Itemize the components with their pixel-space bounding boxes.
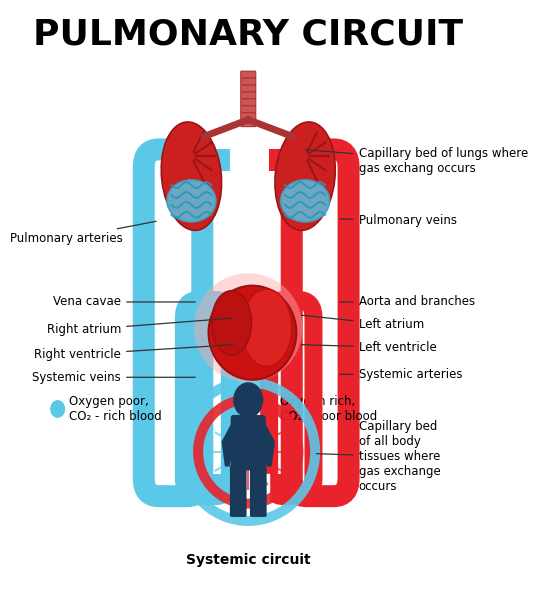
- FancyBboxPatch shape: [241, 92, 256, 99]
- Text: Capillary bed
of all body
tissues where
gas exchange
occurs: Capillary bed of all body tissues where …: [316, 420, 440, 493]
- Text: PULMONARY CIRCUIT: PULMONARY CIRCUIT: [33, 17, 464, 52]
- FancyBboxPatch shape: [241, 113, 256, 119]
- Text: Right atrium: Right atrium: [47, 318, 233, 336]
- FancyBboxPatch shape: [241, 106, 256, 113]
- FancyBboxPatch shape: [241, 71, 256, 78]
- FancyBboxPatch shape: [241, 85, 256, 92]
- Polygon shape: [264, 420, 275, 466]
- Text: Aorta and branches: Aorta and branches: [340, 295, 475, 308]
- Ellipse shape: [194, 273, 302, 382]
- Circle shape: [233, 382, 264, 418]
- Text: Oxygen rich,
CO₂ - poor blood: Oxygen rich, CO₂ - poor blood: [280, 395, 377, 423]
- Text: Pulmonary veins: Pulmonary veins: [340, 214, 457, 227]
- Text: Pulmonary arteries: Pulmonary arteries: [10, 221, 156, 245]
- Circle shape: [50, 400, 65, 418]
- Text: Left ventricle: Left ventricle: [301, 341, 437, 354]
- Text: Capillary bed of lungs where
gas exchang occurs: Capillary bed of lungs where gas exchang…: [306, 147, 528, 175]
- Ellipse shape: [209, 286, 296, 380]
- Ellipse shape: [275, 122, 335, 230]
- Ellipse shape: [241, 289, 292, 367]
- Ellipse shape: [167, 180, 216, 222]
- Polygon shape: [222, 420, 233, 466]
- Ellipse shape: [161, 122, 222, 230]
- FancyBboxPatch shape: [241, 78, 256, 85]
- Text: Vena cavae: Vena cavae: [53, 295, 195, 308]
- Text: Left atrium: Left atrium: [301, 315, 424, 331]
- Text: Systemic circuit: Systemic circuit: [186, 553, 310, 566]
- FancyBboxPatch shape: [230, 466, 246, 517]
- Ellipse shape: [281, 180, 329, 222]
- FancyBboxPatch shape: [241, 99, 256, 106]
- FancyBboxPatch shape: [241, 119, 256, 127]
- FancyBboxPatch shape: [250, 466, 267, 517]
- Text: Right ventricle: Right ventricle: [34, 345, 233, 361]
- Text: Systemic arteries: Systemic arteries: [340, 368, 462, 381]
- Text: Systemic veins: Systemic veins: [32, 371, 195, 384]
- Text: Oxygen poor,
CO₂ - rich blood: Oxygen poor, CO₂ - rich blood: [68, 395, 161, 423]
- FancyBboxPatch shape: [231, 415, 266, 470]
- Ellipse shape: [211, 290, 252, 355]
- Circle shape: [261, 400, 277, 418]
